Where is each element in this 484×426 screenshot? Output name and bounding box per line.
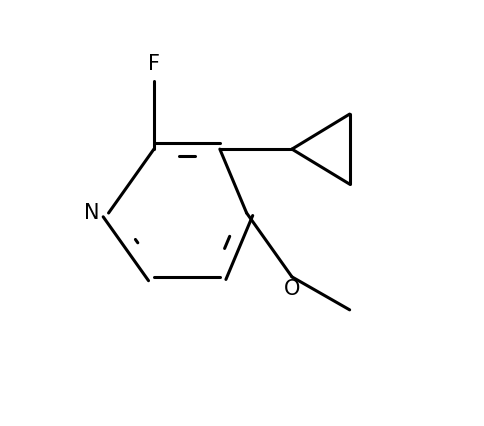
Text: O: O	[283, 279, 300, 299]
Text: F: F	[148, 54, 160, 74]
Text: N: N	[84, 203, 99, 223]
